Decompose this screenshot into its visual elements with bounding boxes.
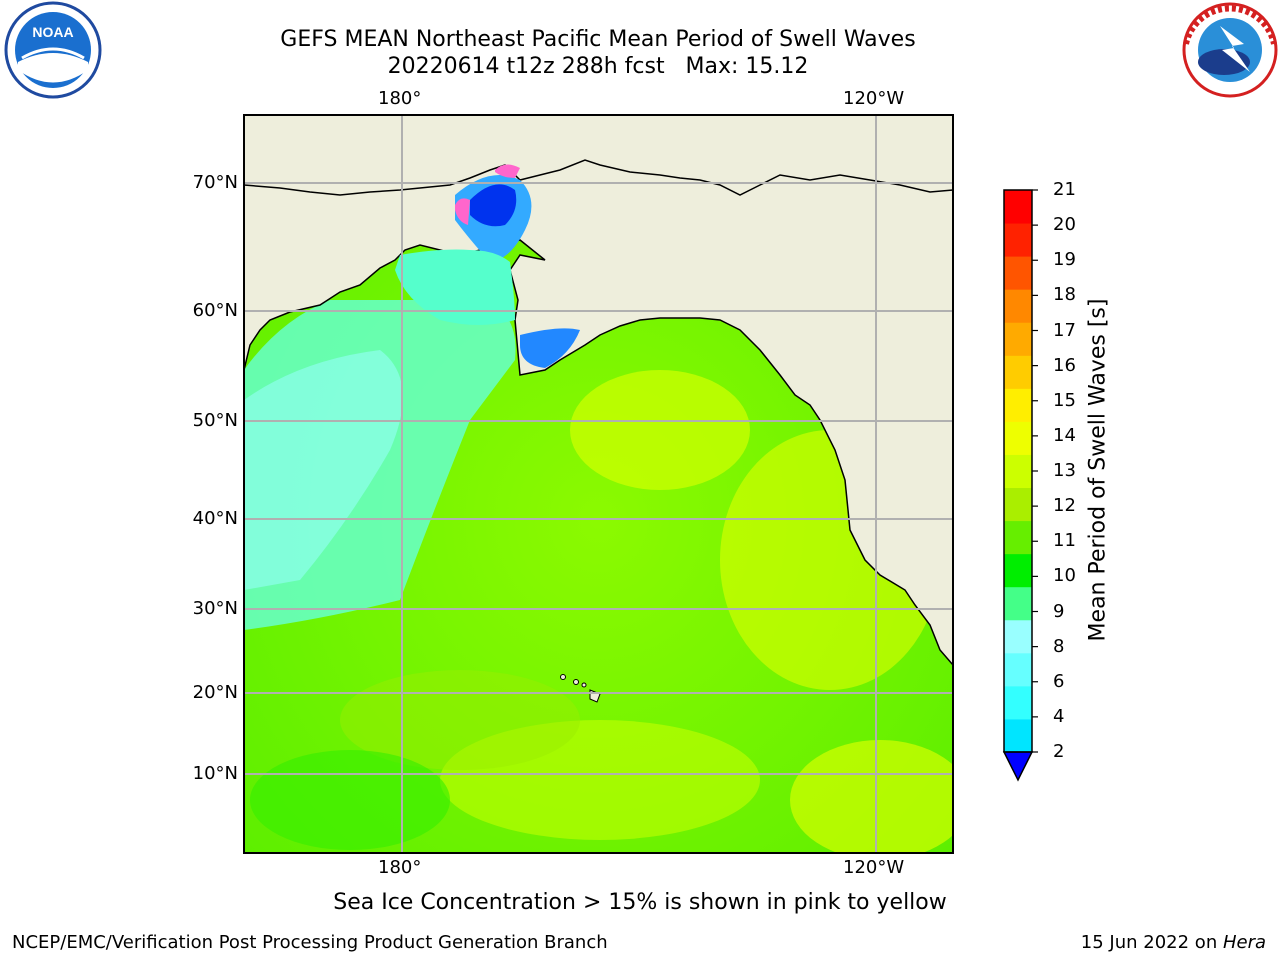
colorbar-tick-label: 21 <box>1053 179 1076 200</box>
graticule <box>244 115 953 853</box>
nws-logo <box>1182 2 1278 98</box>
colorbar-segment <box>1004 355 1032 389</box>
colorbar-tick-label: 9 <box>1053 600 1065 622</box>
colorbar-tick-label: 16 <box>1053 354 1076 376</box>
lat-label-60n: 60°N <box>192 300 238 321</box>
colorbar-tick-label: 15 <box>1053 389 1076 411</box>
colorbar-tick-label: 6 <box>1053 670 1065 692</box>
colorbar-segment <box>1004 487 1032 522</box>
colorbar-segment <box>1004 520 1032 555</box>
colorbar-tick-label: 4 <box>1053 705 1065 727</box>
colorbar-tick-label: 2 <box>1053 741 1065 762</box>
lat-label-50n: 50°N <box>192 410 238 431</box>
colorbar-tick-label: 18 <box>1053 284 1076 306</box>
map-title-line1: GEFS MEAN Northeast Pacific Mean Period … <box>280 27 916 52</box>
colorbar-extend-triangle <box>1002 751 1034 782</box>
lon-label-bottom-180: 180° <box>378 857 422 878</box>
colorbar-tick-label: 8 <box>1053 635 1065 657</box>
date-stamp: 15 Jun 2022 on Hera <box>1081 932 1266 953</box>
lon-label-bottom-120w: 120°W <box>843 857 905 878</box>
credit-text: NCEP/EMC/Verification Post Processing Pr… <box>12 932 608 953</box>
date-text: 15 Jun 2022 on <box>1080 932 1223 953</box>
lat-label-70n: 70°N <box>192 172 238 193</box>
colorbar-tick-label: 13 <box>1053 460 1076 481</box>
lat-label-40n: 40°N <box>192 508 238 529</box>
colorbar-tick-label: 20 <box>1053 214 1076 236</box>
land-mass <box>244 115 953 667</box>
lat-label-30n: 30°N <box>192 598 238 619</box>
colorbar-tick-label: 11 <box>1053 530 1076 552</box>
colorbar-segment <box>1004 322 1032 356</box>
colorbar-segment <box>1004 190 1032 224</box>
colorbar-segment <box>1004 223 1032 257</box>
colorbar-tick-label: 14 <box>1053 424 1076 446</box>
lat-label-10n: 10°N <box>192 763 238 784</box>
sea-ice-region <box>455 198 470 225</box>
colorbar-label: Mean Period of Swell Waves [s] <box>1085 298 1111 642</box>
noaa-logo: NOAA <box>4 1 102 99</box>
colorbar-tick-label: 17 <box>1053 319 1076 341</box>
map-frame <box>243 114 954 854</box>
colorbar-segment <box>1004 586 1032 621</box>
colorbar-segment <box>1004 388 1032 422</box>
host-name: Hera <box>1222 932 1266 953</box>
map-title-line2: 20220614 t12z 288h fcst Max: 15.12 <box>387 54 809 79</box>
lat-label-20n: 20°N <box>192 682 238 703</box>
colorbar-tick-label: 12 <box>1053 495 1076 517</box>
colorbar-tick-label: 19 <box>1053 249 1076 271</box>
lon-label-top-120w: 120°W <box>843 88 905 109</box>
colorbar-segment <box>1004 718 1032 753</box>
colorbar-segment <box>1004 652 1032 687</box>
colorbar-segment <box>1004 553 1032 588</box>
lon-label-top-180: 180° <box>378 88 422 109</box>
colorbar-segment <box>1004 619 1032 654</box>
sea-ice-footnote: Sea Ice Concentration > 15% is shown in … <box>333 890 947 915</box>
colorbar-segment <box>1004 256 1032 290</box>
colorbar-segment <box>1004 421 1032 455</box>
bering-sea <box>395 249 515 325</box>
map-area <box>244 115 953 853</box>
colorbar-segment <box>1004 289 1032 323</box>
colorbar-segment <box>1004 685 1032 720</box>
colorbar-tick-label: 10 <box>1053 565 1076 587</box>
noaa-logo-text: NOAA <box>32 24 73 40</box>
colorbar <box>1002 189 1038 782</box>
colorbar-segment <box>1004 454 1032 489</box>
